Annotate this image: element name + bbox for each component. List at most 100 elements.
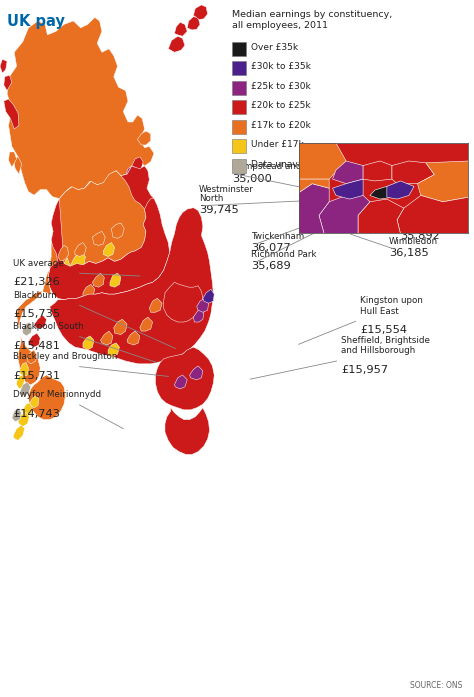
Polygon shape: [48, 199, 170, 300]
Text: 35,689: 35,689: [251, 261, 291, 271]
Polygon shape: [13, 157, 22, 174]
Polygon shape: [23, 403, 32, 417]
Bar: [232, 159, 246, 173]
Text: £20k to £25k: £20k to £25k: [251, 102, 311, 110]
Polygon shape: [92, 273, 104, 287]
Text: 39,745: 39,745: [199, 205, 239, 215]
Polygon shape: [333, 179, 363, 199]
Polygon shape: [70, 252, 85, 270]
Text: Wimbledon: Wimbledon: [389, 237, 438, 246]
Polygon shape: [108, 343, 119, 357]
Polygon shape: [83, 284, 95, 298]
Polygon shape: [197, 298, 209, 312]
Polygon shape: [17, 240, 58, 385]
Polygon shape: [319, 195, 370, 233]
Polygon shape: [110, 273, 121, 287]
Polygon shape: [7, 17, 154, 199]
Polygon shape: [190, 366, 203, 380]
Text: £30k to £35k: £30k to £35k: [251, 63, 311, 71]
Text: Putney: Putney: [401, 220, 430, 229]
Polygon shape: [137, 131, 151, 145]
Polygon shape: [363, 161, 392, 181]
Polygon shape: [28, 333, 40, 347]
Polygon shape: [203, 289, 214, 303]
Polygon shape: [4, 99, 19, 129]
Polygon shape: [100, 331, 113, 345]
Polygon shape: [299, 143, 346, 179]
Text: £15,735: £15,735: [13, 309, 60, 319]
Text: £21,326: £21,326: [13, 277, 60, 287]
Text: UK pay: UK pay: [7, 14, 65, 29]
Polygon shape: [126, 166, 135, 178]
Bar: [232, 100, 246, 114]
Text: Sheffield, Brightside
and Hillsborough: Sheffield, Brightside and Hillsborough: [341, 336, 430, 355]
Text: £15,481: £15,481: [13, 341, 60, 351]
Polygon shape: [64, 258, 70, 270]
Polygon shape: [13, 425, 25, 441]
Text: Blackpool South: Blackpool South: [13, 322, 84, 331]
Text: UK average: UK average: [13, 259, 64, 268]
Text: £15,957: £15,957: [341, 365, 388, 375]
Polygon shape: [111, 223, 124, 238]
Polygon shape: [333, 161, 363, 183]
Polygon shape: [299, 143, 468, 233]
Text: 35,892: 35,892: [401, 231, 440, 241]
Polygon shape: [299, 179, 329, 192]
Polygon shape: [17, 375, 25, 389]
Polygon shape: [358, 199, 404, 233]
Text: Over £35k: Over £35k: [251, 43, 298, 52]
Polygon shape: [50, 208, 213, 364]
Polygon shape: [392, 161, 434, 183]
Polygon shape: [51, 166, 156, 266]
Polygon shape: [170, 291, 181, 307]
Polygon shape: [418, 161, 468, 201]
Text: 36,185: 36,185: [389, 248, 428, 258]
Bar: [232, 139, 246, 153]
Polygon shape: [187, 17, 200, 30]
Text: Median earnings by constituency,
all employees, 2011: Median earnings by constituency, all emp…: [232, 10, 392, 30]
Bar: [232, 81, 246, 95]
Polygon shape: [132, 157, 143, 171]
Polygon shape: [75, 243, 86, 256]
Text: SOURCE: ONS: SOURCE: ONS: [410, 681, 462, 690]
Polygon shape: [103, 243, 115, 256]
Polygon shape: [370, 186, 397, 199]
Text: Kingston upon
Hull East: Kingston upon Hull East: [360, 296, 423, 316]
Polygon shape: [83, 336, 94, 350]
Polygon shape: [27, 350, 37, 364]
Polygon shape: [34, 315, 46, 329]
Polygon shape: [20, 382, 31, 396]
Text: £15,731: £15,731: [13, 371, 60, 381]
Polygon shape: [127, 331, 140, 345]
Bar: [232, 120, 246, 134]
Polygon shape: [165, 408, 210, 454]
Polygon shape: [140, 317, 153, 331]
Text: £14,743: £14,743: [13, 409, 60, 419]
Polygon shape: [29, 396, 39, 408]
Text: North: North: [199, 194, 223, 203]
Text: 36,077: 36,077: [251, 243, 291, 253]
Text: Under £17k: Under £17k: [251, 141, 304, 149]
Polygon shape: [28, 375, 65, 420]
Polygon shape: [121, 166, 156, 256]
Text: Dwyfor Meirionnydd: Dwyfor Meirionnydd: [13, 390, 101, 399]
Polygon shape: [0, 59, 7, 73]
Polygon shape: [12, 408, 21, 422]
Text: Blackburn: Blackburn: [13, 291, 57, 300]
Text: £17k to £20k: £17k to £20k: [251, 121, 311, 130]
Text: Twickenham: Twickenham: [251, 232, 304, 241]
Bar: [232, 61, 246, 75]
Polygon shape: [193, 308, 204, 322]
Bar: [232, 42, 246, 56]
Text: Westminster: Westminster: [199, 185, 254, 194]
Text: £15,554: £15,554: [360, 325, 407, 335]
Polygon shape: [92, 231, 105, 245]
Polygon shape: [174, 375, 187, 389]
Text: Blackley and Broughton: Blackley and Broughton: [13, 352, 118, 361]
Polygon shape: [193, 5, 208, 20]
Polygon shape: [114, 319, 127, 335]
Polygon shape: [58, 245, 69, 261]
Polygon shape: [20, 362, 28, 376]
Text: £25k to £30k: £25k to £30k: [251, 82, 311, 91]
Polygon shape: [397, 195, 468, 233]
